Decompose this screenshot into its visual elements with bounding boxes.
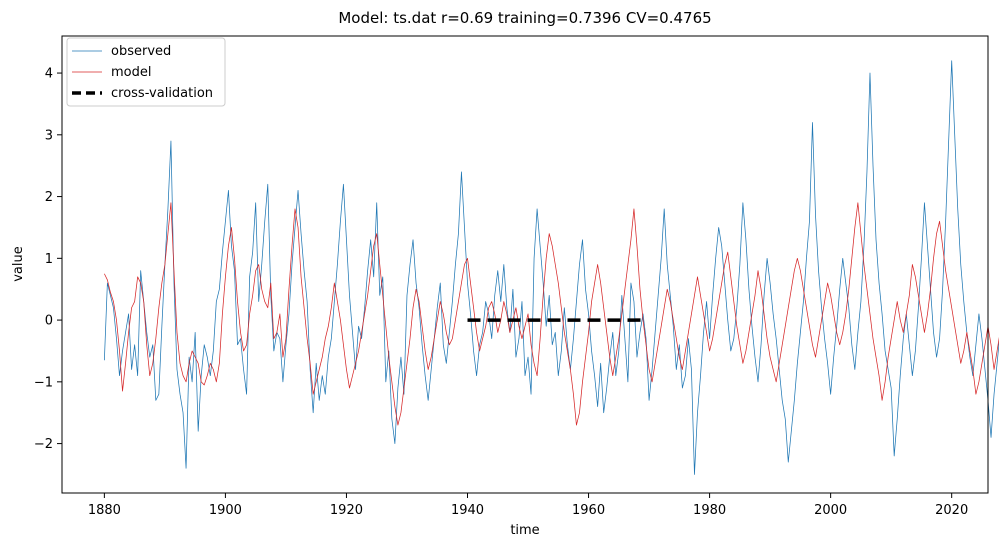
- y-tick-label: −1: [34, 375, 53, 390]
- series-line-observed: [103, 60, 999, 475]
- y-tick-label: −2: [34, 437, 53, 452]
- series-line-model: [104, 202, 999, 426]
- plot-frame: [61, 35, 989, 494]
- y-tick-label: 4: [45, 67, 53, 82]
- legend-label-model: model: [111, 65, 151, 80]
- x-tick-label: 2000: [814, 503, 847, 518]
- x-tick-label: 1920: [330, 503, 363, 518]
- y-tick-label: 1: [45, 252, 53, 267]
- y-tick-label: 3: [45, 128, 53, 143]
- x-tick-label: 2020: [935, 503, 968, 518]
- y-tick-label: 2: [45, 190, 53, 205]
- x-tick-label: 1940: [451, 503, 484, 518]
- plot-lines: [103, 60, 999, 475]
- x-axis: 1880 1900 1920 1940 1960 1980 2000 2020: [88, 493, 968, 518]
- x-tick-label: 1900: [209, 503, 242, 518]
- x-axis-label: time: [510, 523, 539, 538]
- legend-label-observed: observed: [111, 44, 171, 59]
- legend-box: [66, 37, 226, 107]
- y-axis: −2 −1 0 1 2 3 4: [34, 67, 62, 452]
- x-tick-label: 1960: [572, 503, 605, 518]
- y-tick-label: 0: [45, 314, 53, 329]
- x-tick-label: 1880: [88, 503, 121, 518]
- y-axis-label: value: [11, 246, 26, 282]
- chart-title: Model: ts.dat r=0.69 training=0.7396 CV=…: [338, 9, 711, 27]
- legend-label-cross-validation: cross-validation: [111, 86, 213, 101]
- legend: observed model cross-validation: [66, 37, 226, 107]
- x-tick-label: 1980: [693, 503, 726, 518]
